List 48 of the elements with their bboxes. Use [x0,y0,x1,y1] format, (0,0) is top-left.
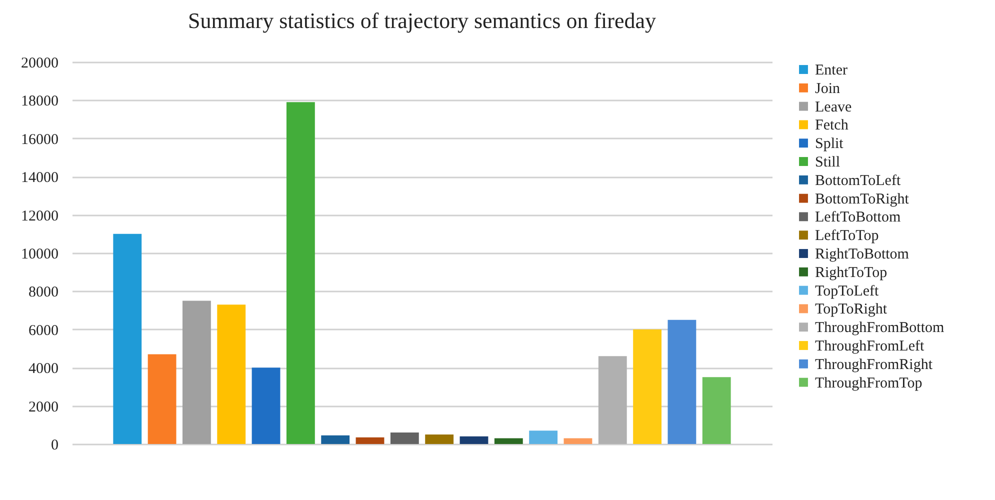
y-tick-label: 12000 [21,208,58,224]
legend-label: Fetch [815,118,849,134]
legend-label: Enter [815,62,848,78]
legend-label: ThroughFromRight [815,356,934,373]
legend-label: TopToRight [815,302,888,318]
bar [182,300,211,444]
legend-label: Join [815,80,841,97]
bar [321,435,350,444]
y-tick-label: 16000 [21,132,58,148]
y-tick-label: 8000 [28,284,58,301]
bar [286,102,315,444]
y-tick-label: 18000 [21,94,58,110]
y-tick-label: 6000 [28,322,58,339]
legend-label: ThroughFromBottom [815,320,944,336]
bar [217,304,246,444]
legend-label: LeftToTop [815,228,879,244]
bar [564,438,592,444]
bar [425,434,454,444]
bar [252,368,280,444]
y-tick-label: 4000 [28,361,58,378]
legend-label: Split [815,136,844,152]
chart-title: Summary statistics of trajectory semantics on fireday [188,8,656,33]
legend-label: Leave [815,99,852,116]
legend-label: ThroughFromLeft [815,338,925,354]
bar [633,329,662,444]
legend-label: BottomToLeft [815,172,902,189]
y-tick-label: 14000 [21,170,58,186]
legend-label: RightToTop [815,264,888,281]
bar [148,354,176,444]
y-tick-label: 20000 [21,56,58,72]
y-tick-label: 10000 [21,246,58,262]
legend-label: BottomToRight [815,191,910,208]
bar [529,430,558,444]
legend-label: ThroughFromTop [815,375,922,392]
legend-label: RightToBottom [815,246,910,262]
bar [494,438,523,444]
bar [598,356,627,444]
bar [356,437,384,444]
bar [460,436,488,444]
legend-label: Still [815,154,840,170]
legend-label: LeftToBottom [815,210,901,226]
legend-label: TopToLeft [815,283,880,300]
y-tick-label: 2000 [28,399,58,416]
y-tick-label: 0 [51,438,58,454]
bar [668,320,696,444]
bar [390,432,419,444]
bar [702,377,731,444]
bar [113,234,142,444]
